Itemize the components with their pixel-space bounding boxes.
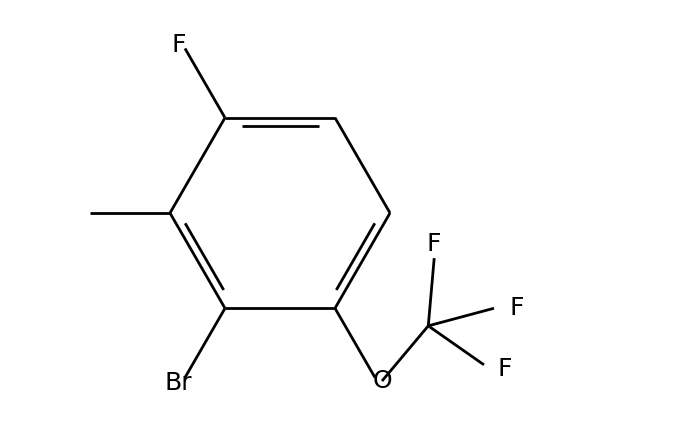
Text: O: O	[372, 369, 392, 393]
Text: F: F	[510, 296, 525, 320]
Text: Br: Br	[164, 371, 192, 395]
Text: F: F	[172, 33, 186, 57]
Text: F: F	[427, 232, 441, 256]
Text: F: F	[498, 357, 513, 381]
